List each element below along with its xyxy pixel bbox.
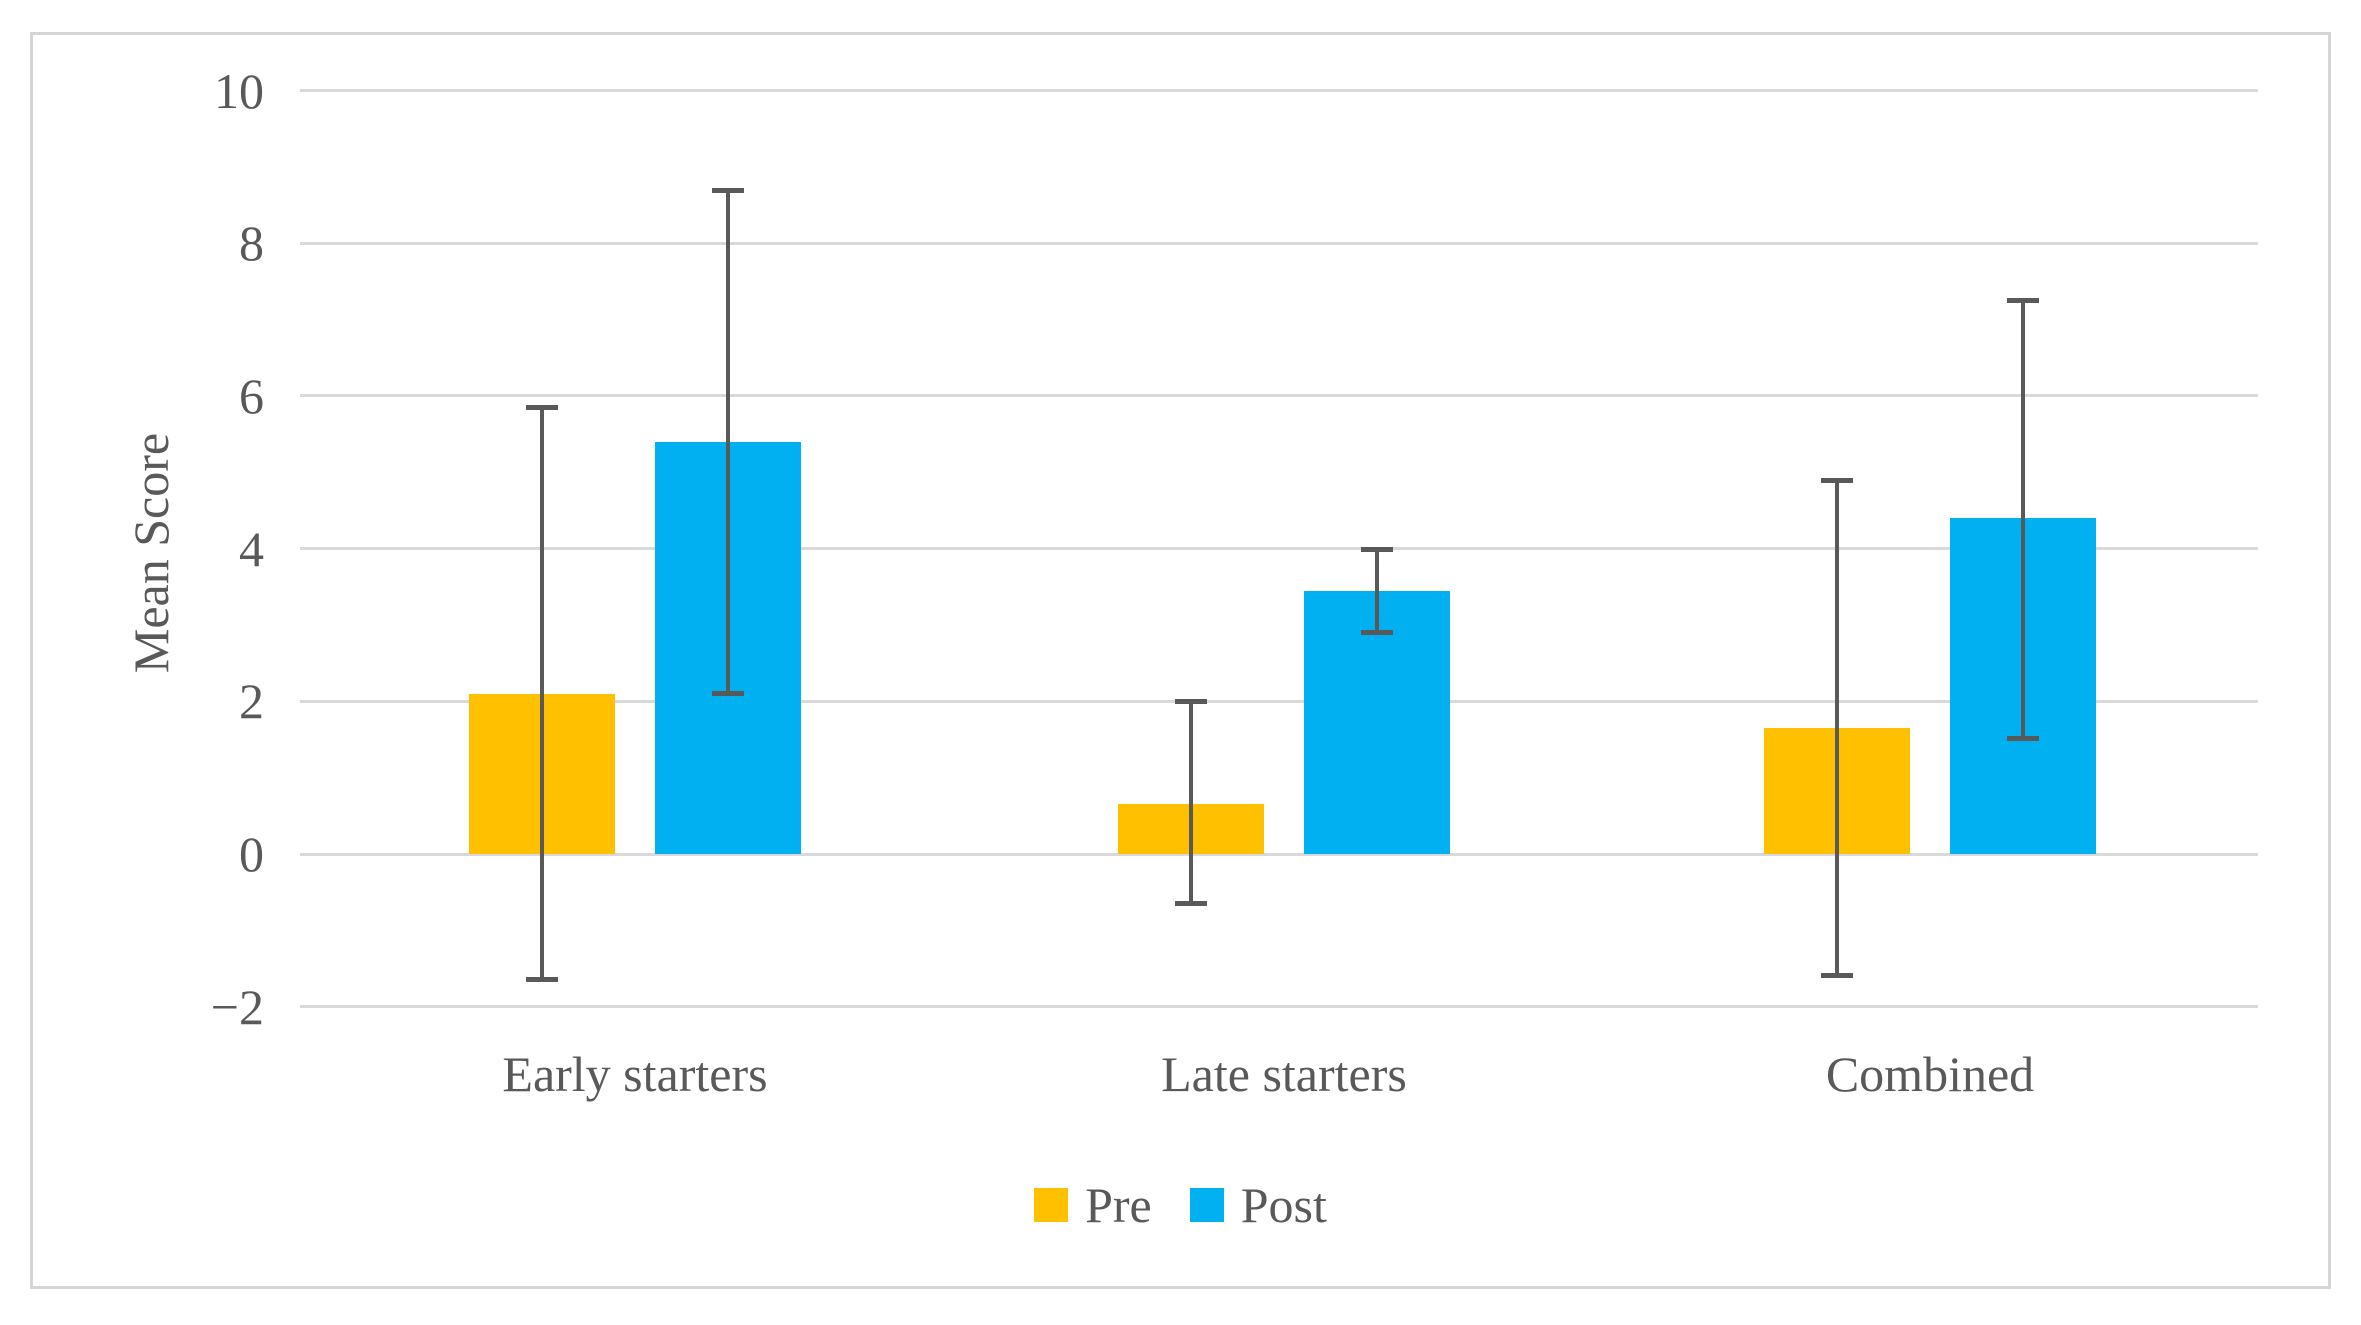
gridline-y-0: [300, 852, 2258, 856]
error-cap-top-pre-late-starters: [1175, 699, 1207, 705]
error-cap-bottom-post-combined: [2007, 736, 2039, 742]
error-bar-post-early-starters: [726, 189, 730, 694]
error-cap-bottom-post-late-starters: [1361, 629, 1393, 635]
gridline-y-4: [300, 547, 2258, 551]
error-cap-top-post-late-starters: [1361, 546, 1393, 552]
x-axis-label-early-starters: Early starters: [502, 1046, 768, 1102]
legend-label-post: Post: [1240, 1177, 1327, 1233]
legend-label-pre: Pre: [1085, 1177, 1152, 1233]
y-tick-label: 8: [239, 215, 264, 272]
gridline-y-8: [300, 241, 2258, 245]
gridline-y-2: [300, 699, 2258, 703]
error-cap-top-pre-early-starters: [526, 405, 558, 411]
error-cap-top-post-early-starters: [712, 187, 744, 193]
error-cap-bottom-pre-early-starters: [526, 976, 558, 982]
error-bar-pre-early-starters: [540, 407, 544, 980]
gridline-y-10: [300, 89, 2258, 92]
x-axis-label-late-starters: Late starters: [1161, 1046, 1407, 1102]
legend-item-post: Post: [1189, 1177, 1327, 1233]
error-bar-pre-late-starters: [1189, 701, 1193, 904]
gridline-y--2: [300, 1005, 2258, 1009]
error-cap-top-pre-combined: [1821, 477, 1853, 483]
error-bar-post-combined: [2021, 300, 2025, 740]
error-cap-top-post-combined: [2007, 298, 2039, 304]
legend-swatch-post: [1189, 1188, 1224, 1222]
y-tick-label: 0: [239, 826, 264, 882]
error-cap-bottom-pre-combined: [1821, 973, 1853, 979]
legend: Pre Post: [0, 1180, 2361, 1230]
gridline-y-6: [300, 394, 2258, 398]
legend-item-pre: Pre: [1034, 1180, 1152, 1230]
y-tick-label: −2: [210, 978, 264, 1035]
x-axis-label-combined: Combined: [1825, 1046, 2035, 1102]
y-axis-title: Mean Score: [123, 432, 179, 674]
error-bar-pre-combined: [1835, 479, 1839, 977]
error-bar-post-late-starters: [1375, 548, 1379, 633]
y-tick-label: 10: [214, 62, 264, 119]
error-cap-bottom-post-early-starters: [712, 690, 744, 696]
chart-frame: [30, 32, 2331, 1289]
y-tick-label: 4: [239, 520, 264, 577]
y-tick-label: 2: [239, 673, 264, 730]
error-cap-bottom-pre-late-starters: [1175, 900, 1207, 906]
y-tick-label: 6: [239, 367, 264, 424]
legend-swatch-pre: [1034, 1188, 1069, 1222]
